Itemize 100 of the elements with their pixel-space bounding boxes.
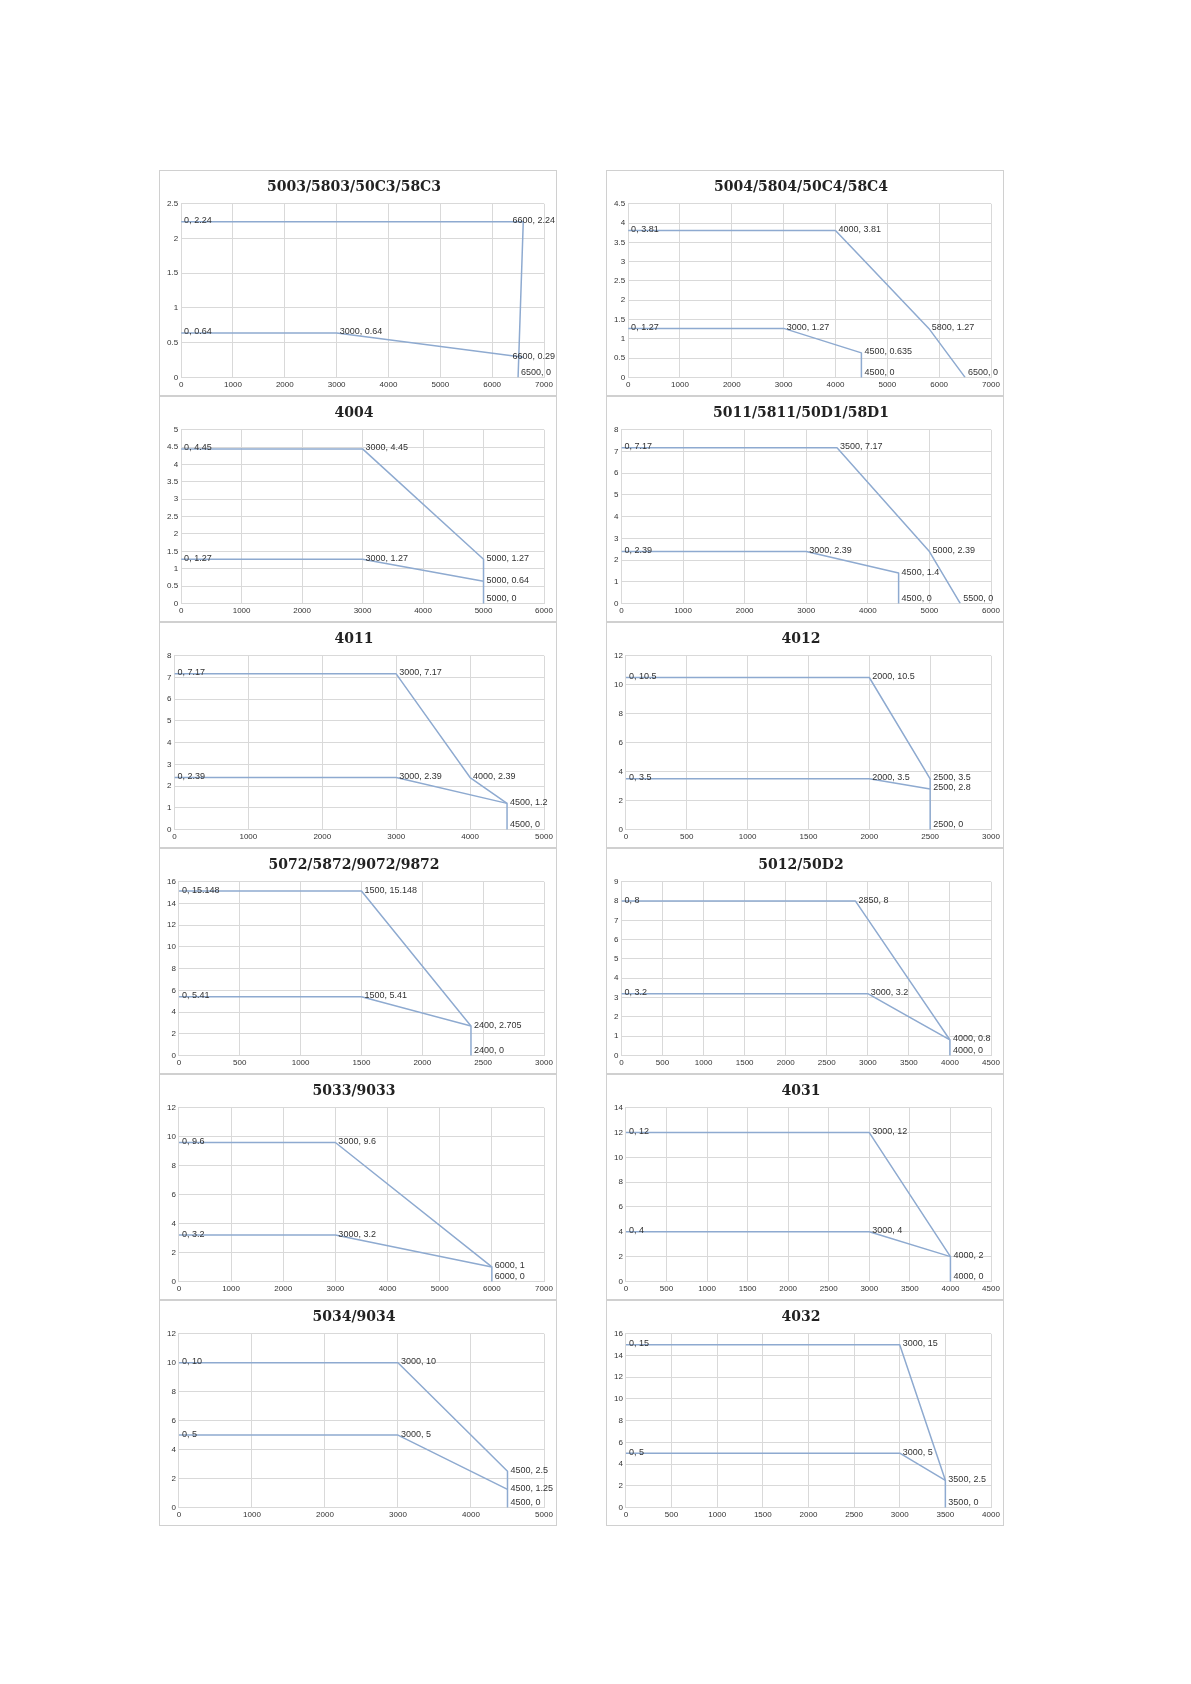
y-tick-label: 0 — [614, 1050, 619, 1060]
data-label: 0, 1.27 — [184, 552, 212, 563]
data-label: 3000, 4 — [872, 1225, 903, 1236]
x-tick-label: 1000 — [738, 832, 758, 842]
data-label: 0, 0.64 — [184, 326, 212, 337]
y-tick-label: 2 — [614, 555, 619, 565]
x-tick-label: 4000 — [941, 1058, 960, 1068]
data-label: 4500, 2.5 — [510, 1464, 549, 1475]
x-tick-label: 1000 — [671, 380, 690, 390]
y-tick-label: 4 — [620, 218, 626, 228]
data-label: 0, 9.6 — [181, 1136, 205, 1146]
y-tick-label: 0 — [620, 372, 626, 382]
data-label: 4000, 3.81 — [838, 223, 882, 234]
data-label: 3000, 4.45 — [365, 442, 409, 453]
y-tick-label: 5 — [614, 954, 619, 964]
x-tick-label: 2000 — [413, 1058, 432, 1068]
x-tick-label: 4000 — [414, 606, 433, 616]
data-label: 0, 5 — [628, 1446, 644, 1457]
x-tick-label: 2000 — [313, 832, 332, 842]
y-tick-label: 2 — [620, 295, 626, 305]
data-label: 5500, 0 — [963, 592, 994, 603]
x-tick-label: 5000 — [878, 380, 897, 390]
data-label: 3000, 7.17 — [399, 667, 442, 678]
data-label: 6500, 0 — [521, 366, 552, 377]
data-label: 3000, 10 — [400, 1356, 437, 1367]
x-tick-label: 2000 — [776, 1058, 796, 1068]
x-tick-label: 4000 — [462, 1510, 481, 1520]
y-tick-label: 10 — [166, 1357, 177, 1367]
x-tick-label: 4000 — [378, 1284, 397, 1294]
y-tick-label: 5 — [614, 490, 619, 500]
chart-title: 5034/9034 — [312, 1308, 396, 1325]
x-tick-label: 4500 — [982, 1284, 1001, 1294]
chart-title: 5072/5872/9072/9872 — [268, 856, 440, 873]
x-tick-label: 1000 — [222, 1284, 241, 1294]
x-tick-label: 6000 — [930, 380, 949, 390]
y-tick-label: 7 — [167, 672, 172, 682]
y-tick-label: 6 — [167, 694, 172, 704]
y-tick-label: 0 — [171, 1050, 177, 1060]
y-tick-label: 2.5 — [167, 199, 179, 208]
y-tick-label: 0 — [614, 598, 619, 608]
x-tick-label: 3000 — [535, 1058, 554, 1068]
y-tick-label: 6 — [618, 1437, 624, 1447]
data-label: 4500, 0 — [510, 1496, 541, 1507]
y-tick-label: 4 — [171, 1007, 177, 1017]
y-tick-label: 14 — [613, 1350, 624, 1360]
y-tick-label: 5 — [173, 425, 179, 434]
y-tick-label: 9 — [614, 877, 619, 886]
chart-title: 4032 — [781, 1308, 821, 1325]
data-label: 4000, 0 — [952, 1044, 983, 1055]
data-label: 0, 4.45 — [184, 442, 212, 453]
y-tick-label: 2 — [171, 1473, 177, 1483]
data-label: 0, 5.41 — [181, 990, 210, 1001]
x-tick-label: 3000 — [353, 606, 373, 616]
x-tick-label: 1000 — [232, 606, 252, 616]
data-label: 0, 15 — [628, 1338, 649, 1349]
y-tick-label: 12 — [166, 1103, 177, 1112]
data-label: 0, 12 — [628, 1126, 649, 1137]
data-label: 4000, 2.39 — [473, 771, 516, 782]
x-tick-label: 7000 — [982, 380, 1001, 390]
y-tick-label: 1.5 — [614, 314, 626, 324]
x-tick-label: 2000 — [779, 1284, 798, 1294]
y-tick-label: 4 — [618, 1227, 624, 1236]
data-label: 3000, 15 — [902, 1338, 938, 1349]
chart-title: 5011/5811/50D1/58D1 — [713, 404, 889, 421]
y-tick-label: 4 — [618, 1459, 624, 1469]
data-label: 5000, 1.27 — [486, 552, 530, 563]
data-label: 5000, 0.64 — [486, 574, 530, 585]
y-tick-label: 10 — [613, 1152, 624, 1162]
x-tick-label: 1000 — [224, 380, 243, 390]
data-label: 0, 7.17 — [177, 667, 205, 678]
x-tick-label: 3000 — [387, 832, 406, 842]
x-tick-label: 5000 — [430, 1284, 450, 1294]
x-tick-label: 4000 — [858, 606, 878, 616]
data-label: 2000, 10.5 — [872, 670, 915, 681]
y-tick-label: 4 — [173, 459, 179, 469]
x-tick-label: 6000 — [482, 1284, 502, 1294]
x-tick-label: 2000 — [735, 606, 755, 616]
y-tick-label: 10 — [166, 942, 177, 952]
data-label: 4500, 0.635 — [864, 346, 912, 357]
y-tick-label: 4 — [167, 737, 172, 747]
data-label: 3000, 12 — [872, 1126, 908, 1137]
y-tick-label: 1 — [173, 563, 179, 573]
y-tick-label: 1 — [173, 303, 179, 313]
y-tick-label: 1 — [620, 334, 626, 344]
x-tick-label: 1000 — [708, 1510, 727, 1520]
data-label: 6000, 1 — [494, 1260, 525, 1271]
y-tick-label: 8 — [614, 425, 619, 434]
data-label: 0, 3.2 — [181, 1228, 205, 1239]
data-label: 4000, 0.8 — [952, 1033, 991, 1044]
y-tick-label: 4 — [618, 766, 624, 776]
x-tick-label: 1000 — [291, 1058, 311, 1068]
y-tick-label: 0.5 — [167, 337, 179, 347]
data-label: 0, 2.39 — [624, 545, 652, 556]
y-tick-label: 0 — [618, 1502, 624, 1512]
y-tick-label: 12 — [166, 1329, 177, 1338]
y-tick-label: 2.5 — [614, 276, 626, 286]
y-tick-label: 2 — [614, 1012, 619, 1022]
y-tick-label: 4.5 — [167, 442, 179, 452]
y-tick-label: 0 — [618, 1276, 624, 1286]
data-label: 4500, 1.4 — [901, 566, 940, 577]
